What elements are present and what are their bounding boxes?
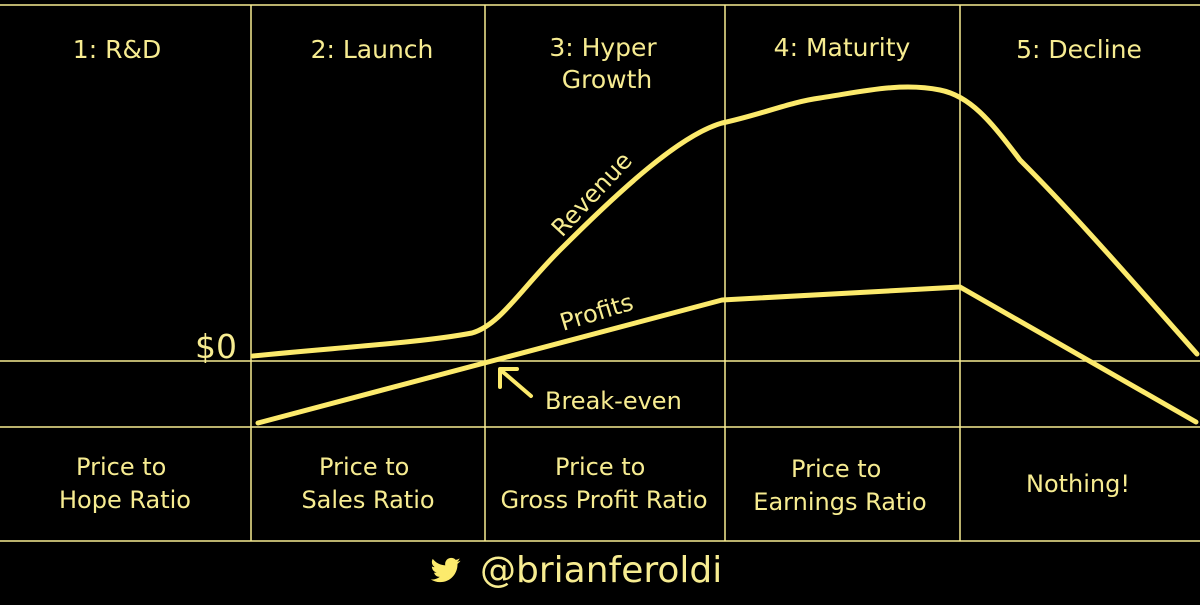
revenue-curve <box>250 84 1200 359</box>
footer: @brianferoldi <box>430 550 722 591</box>
stage-header-launch: 2: Launch <box>311 35 434 64</box>
metric-price-to-gross-profit: Price to Gross Profit Ratio <box>500 453 707 514</box>
metric-nothing: Nothing! <box>1026 470 1130 498</box>
revenue-label: Revenue <box>546 147 638 243</box>
grid <box>0 4 1200 542</box>
stage-header-maturity: 4: Maturity <box>774 33 911 62</box>
profits-label: Profits <box>557 288 637 337</box>
twitter-bird-icon <box>430 557 461 583</box>
stage-header-hyper-growth: 3: Hyper Growth <box>549 33 664 94</box>
metric-price-to-hope: Price to Hope Ratio <box>59 453 191 514</box>
break-even-arrow-head <box>498 367 519 389</box>
twitter-handle: @brianferoldi <box>480 550 722 591</box>
break-even-label: Break-even <box>545 387 682 415</box>
profits-curve <box>255 284 1199 426</box>
valuation-metrics-row: Price to Hope Ratio Price to Sales Ratio… <box>59 453 1130 516</box>
metric-price-to-sales: Price to Sales Ratio <box>301 453 434 514</box>
metric-price-to-earnings: Price to Earnings Ratio <box>753 455 926 516</box>
zero-dollar-label: $0 <box>195 327 237 366</box>
break-even-arrow-shaft <box>501 370 533 398</box>
stage-header-decline: 5: Decline <box>1016 35 1142 64</box>
stage-headers: 1: R&D 2: Launch 3: Hyper Growth 4: Matu… <box>73 33 1142 94</box>
break-even-arrow <box>498 367 533 398</box>
stage-header-rd: 1: R&D <box>73 35 161 64</box>
